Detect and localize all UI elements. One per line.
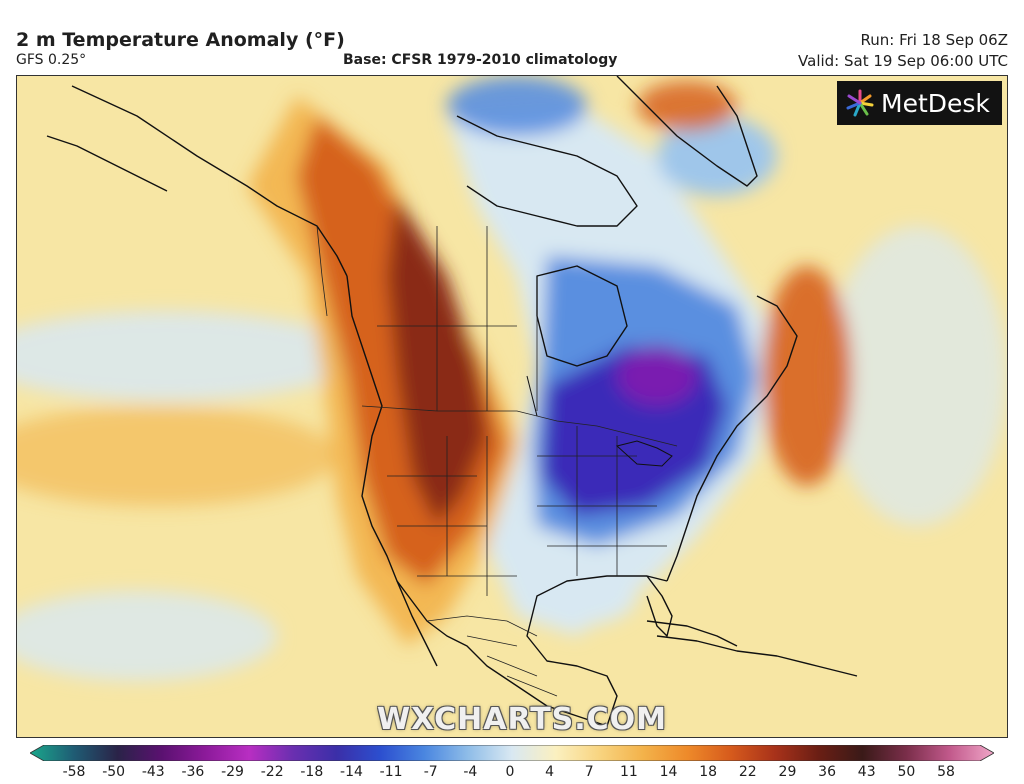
alaska-border [316,225,328,317]
color-scale-tick-label: -50 [102,764,126,780]
pacific-cool-band [17,311,357,401]
labrador-warm [762,266,852,486]
anomaly-map [17,76,1007,737]
lake-winnipeg [526,375,538,417]
baja-california [396,580,438,667]
state-lines-east [537,426,667,576]
pacific-warm-band [17,406,337,506]
east-cold-core [617,346,697,406]
gulf-cool [517,566,637,626]
metdesk-logo-text: MetDesk [881,88,990,118]
province-lines [377,226,538,411]
color-scale-tick-label: 18 [699,764,718,780]
florida [646,575,673,637]
base-climatology-label: Base: CFSR 1979-2010 climatology [343,52,618,68]
color-scale-tick-label: 29 [778,764,797,780]
arctic-archipelago [456,115,638,227]
cuba [646,620,738,647]
color-scale-tick-label: -29 [221,764,244,780]
color-scale-fill [30,745,994,761]
color-scale-tick-label: -14 [340,764,363,780]
color-scale-tick-label: 4 [545,764,555,780]
color-scale-tick-label: 7 [584,764,594,780]
mexico-states [466,635,558,697]
greenland-cool [657,116,777,196]
valid-time-label: Valid: Sat 19 Sep 06:00 UTC [798,52,1008,70]
color-scale-tick-label: 22 [738,764,757,780]
map-panel: MetDesk WXCHARTS.COM [16,75,1008,738]
east-coast [666,295,798,582]
lakes [526,375,673,467]
color-scale-tick-label: -36 [181,764,205,780]
great-lakes [615,440,673,467]
greenland-coast [616,76,758,187]
atlantic-cool-band [827,226,1007,526]
color-scale-labels: -58 -50 -43 -36 -29 -22 -18 -14 -11 -7 -4 0 4 7 11 14 18… [0,764,1024,782]
color-scale-tick-label: 14 [659,764,678,780]
coastlines [46,76,858,727]
color-scale-tick-label: -4 [463,764,478,780]
state-lines-west [387,436,517,596]
north-america-west-coast [346,275,608,727]
color-scale-tick-label: -7 [423,764,438,780]
alaska-coast [71,85,348,277]
model-label: GFS 0.25° [16,52,87,68]
color-scale-bar [30,745,994,761]
color-scale-tick-label: -18 [300,764,324,780]
color-scale-tick-label: 50 [897,764,916,780]
arctic-cool [447,76,587,136]
us-mexico-border [426,615,538,637]
metdesk-logo: MetDesk [837,81,1002,125]
chart-title: 2 m Temperature Anomaly (°F) [16,29,345,51]
hudson-bay [536,265,628,367]
color-scale-tick-label: 43 [857,764,876,780]
color-scale-tick-label: -43 [141,764,165,780]
color-scale-tick-label: -22 [260,764,284,780]
run-time-label: Run: Fri 18 Sep 06Z [860,31,1008,49]
pacific-cool-patch [17,591,277,681]
color-scale-tick-label: 11 [619,764,638,780]
color-scale-tick-label: -11 [379,764,403,780]
color-scale-tick-label: 58 [937,764,955,780]
anomaly-field [17,76,1007,681]
color-scale-tick-label: 0 [505,764,515,780]
wxcharts-watermark: WXCHARTS.COM [376,702,668,737]
color-scale-tick-label: 36 [818,764,836,780]
aleutians [46,135,168,192]
greenland-warm [637,81,737,131]
color-scale-tick-label: -58 [62,764,86,780]
political-borders [316,225,678,697]
caribbean-islands [656,635,858,677]
metdesk-star-icon [846,89,874,117]
gulf-of-mexico-coast [526,575,668,727]
